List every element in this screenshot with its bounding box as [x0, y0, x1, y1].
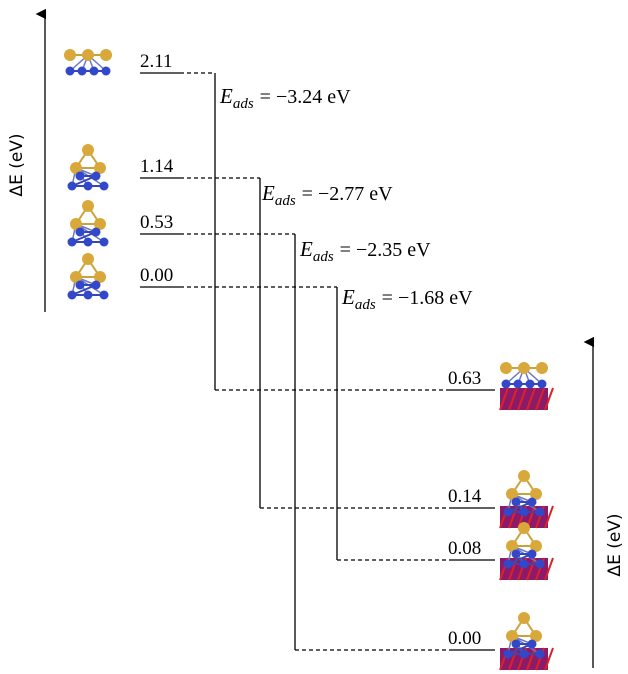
structure-icon: [68, 200, 109, 247]
energy-diagram: ΔE (eV) ΔE (eV) 2.11 1.14 0.53 0.00 0.63 0.14…: [0, 0, 628, 674]
structure-icon: [500, 470, 553, 528]
adsorption-energy: Eads = −2.35 eV: [299, 237, 431, 265]
au-atom: [82, 253, 94, 265]
symbol: E: [341, 285, 355, 309]
atom: [504, 560, 513, 569]
level-label: 0.53: [140, 212, 173, 233]
value: = −3.24 eV: [260, 86, 351, 108]
adsorption-energy: Eads = −3.24 eV: [219, 84, 351, 112]
atom: [528, 640, 537, 649]
atom: [504, 508, 513, 517]
atom: [100, 291, 109, 300]
atom: [90, 67, 99, 76]
atom: [66, 67, 75, 76]
atom: [520, 650, 529, 659]
structure-icon: [500, 612, 553, 670]
structure-icon: [68, 253, 109, 300]
atom: [76, 172, 85, 181]
atom: [78, 67, 87, 76]
atom: [536, 560, 545, 569]
left-axis-label: ΔE (eV): [7, 133, 27, 196]
level-label: 0.08: [448, 538, 481, 559]
level-label: 0.63: [448, 368, 481, 389]
structure-icon: [500, 522, 553, 580]
symbol: E: [261, 181, 275, 205]
atom: [102, 67, 111, 76]
au-atom: [536, 362, 548, 374]
subscript: ads: [275, 193, 296, 209]
atom: [100, 182, 109, 191]
au-atom: [518, 612, 530, 624]
structure-icon: [64, 49, 112, 76]
atom: [504, 650, 513, 659]
au-atom: [518, 362, 530, 374]
atom: [68, 238, 77, 247]
atom: [528, 550, 537, 559]
atom: [84, 291, 93, 300]
au-atom: [64, 49, 76, 61]
subscript: ads: [233, 96, 254, 112]
atom: [520, 560, 529, 569]
symbol: E: [219, 84, 233, 108]
atom: [68, 291, 77, 300]
au-atom: [100, 49, 112, 61]
atom: [528, 498, 537, 507]
atom: [92, 281, 101, 290]
level-label: 0.00: [448, 628, 481, 649]
adsorption-energy: Eads = −1.68 eV: [341, 285, 473, 313]
atom: [76, 281, 85, 290]
atom: [520, 508, 529, 517]
level-label: 2.11: [140, 51, 173, 72]
level-label: 0.00: [140, 265, 173, 286]
value: = −2.35 eV: [340, 239, 431, 261]
atom: [84, 182, 93, 191]
au-atom: [82, 200, 94, 212]
right-axis-label: ΔE (eV): [605, 513, 625, 576]
subscript: ads: [313, 249, 334, 265]
value: = −1.68 eV: [382, 287, 473, 309]
subscript: ads: [355, 297, 376, 313]
atom: [512, 498, 521, 507]
atom: [512, 550, 521, 559]
atom: [76, 228, 85, 237]
atom: [92, 172, 101, 181]
au-atom: [518, 470, 530, 482]
atom: [68, 182, 77, 191]
atom: [84, 238, 93, 247]
atom: [100, 238, 109, 247]
atom: [536, 508, 545, 517]
au-atom: [82, 49, 94, 61]
atom: [514, 380, 523, 389]
value: = −2.77 eV: [302, 183, 393, 205]
level-label: 1.14: [140, 156, 174, 177]
atom: [538, 380, 547, 389]
au-atom: [500, 362, 512, 374]
atom: [526, 380, 535, 389]
adsorption-energy: Eads = −2.77 eV: [261, 181, 393, 209]
level-label: 0.14: [448, 486, 482, 507]
atom: [502, 380, 511, 389]
structure-icon: [500, 362, 553, 410]
structure-icon: [68, 144, 109, 191]
atom: [512, 640, 521, 649]
au-atom: [82, 144, 94, 156]
atom: [536, 650, 545, 659]
au-atom: [518, 522, 530, 534]
atom: [92, 228, 101, 237]
symbol: E: [299, 237, 313, 261]
